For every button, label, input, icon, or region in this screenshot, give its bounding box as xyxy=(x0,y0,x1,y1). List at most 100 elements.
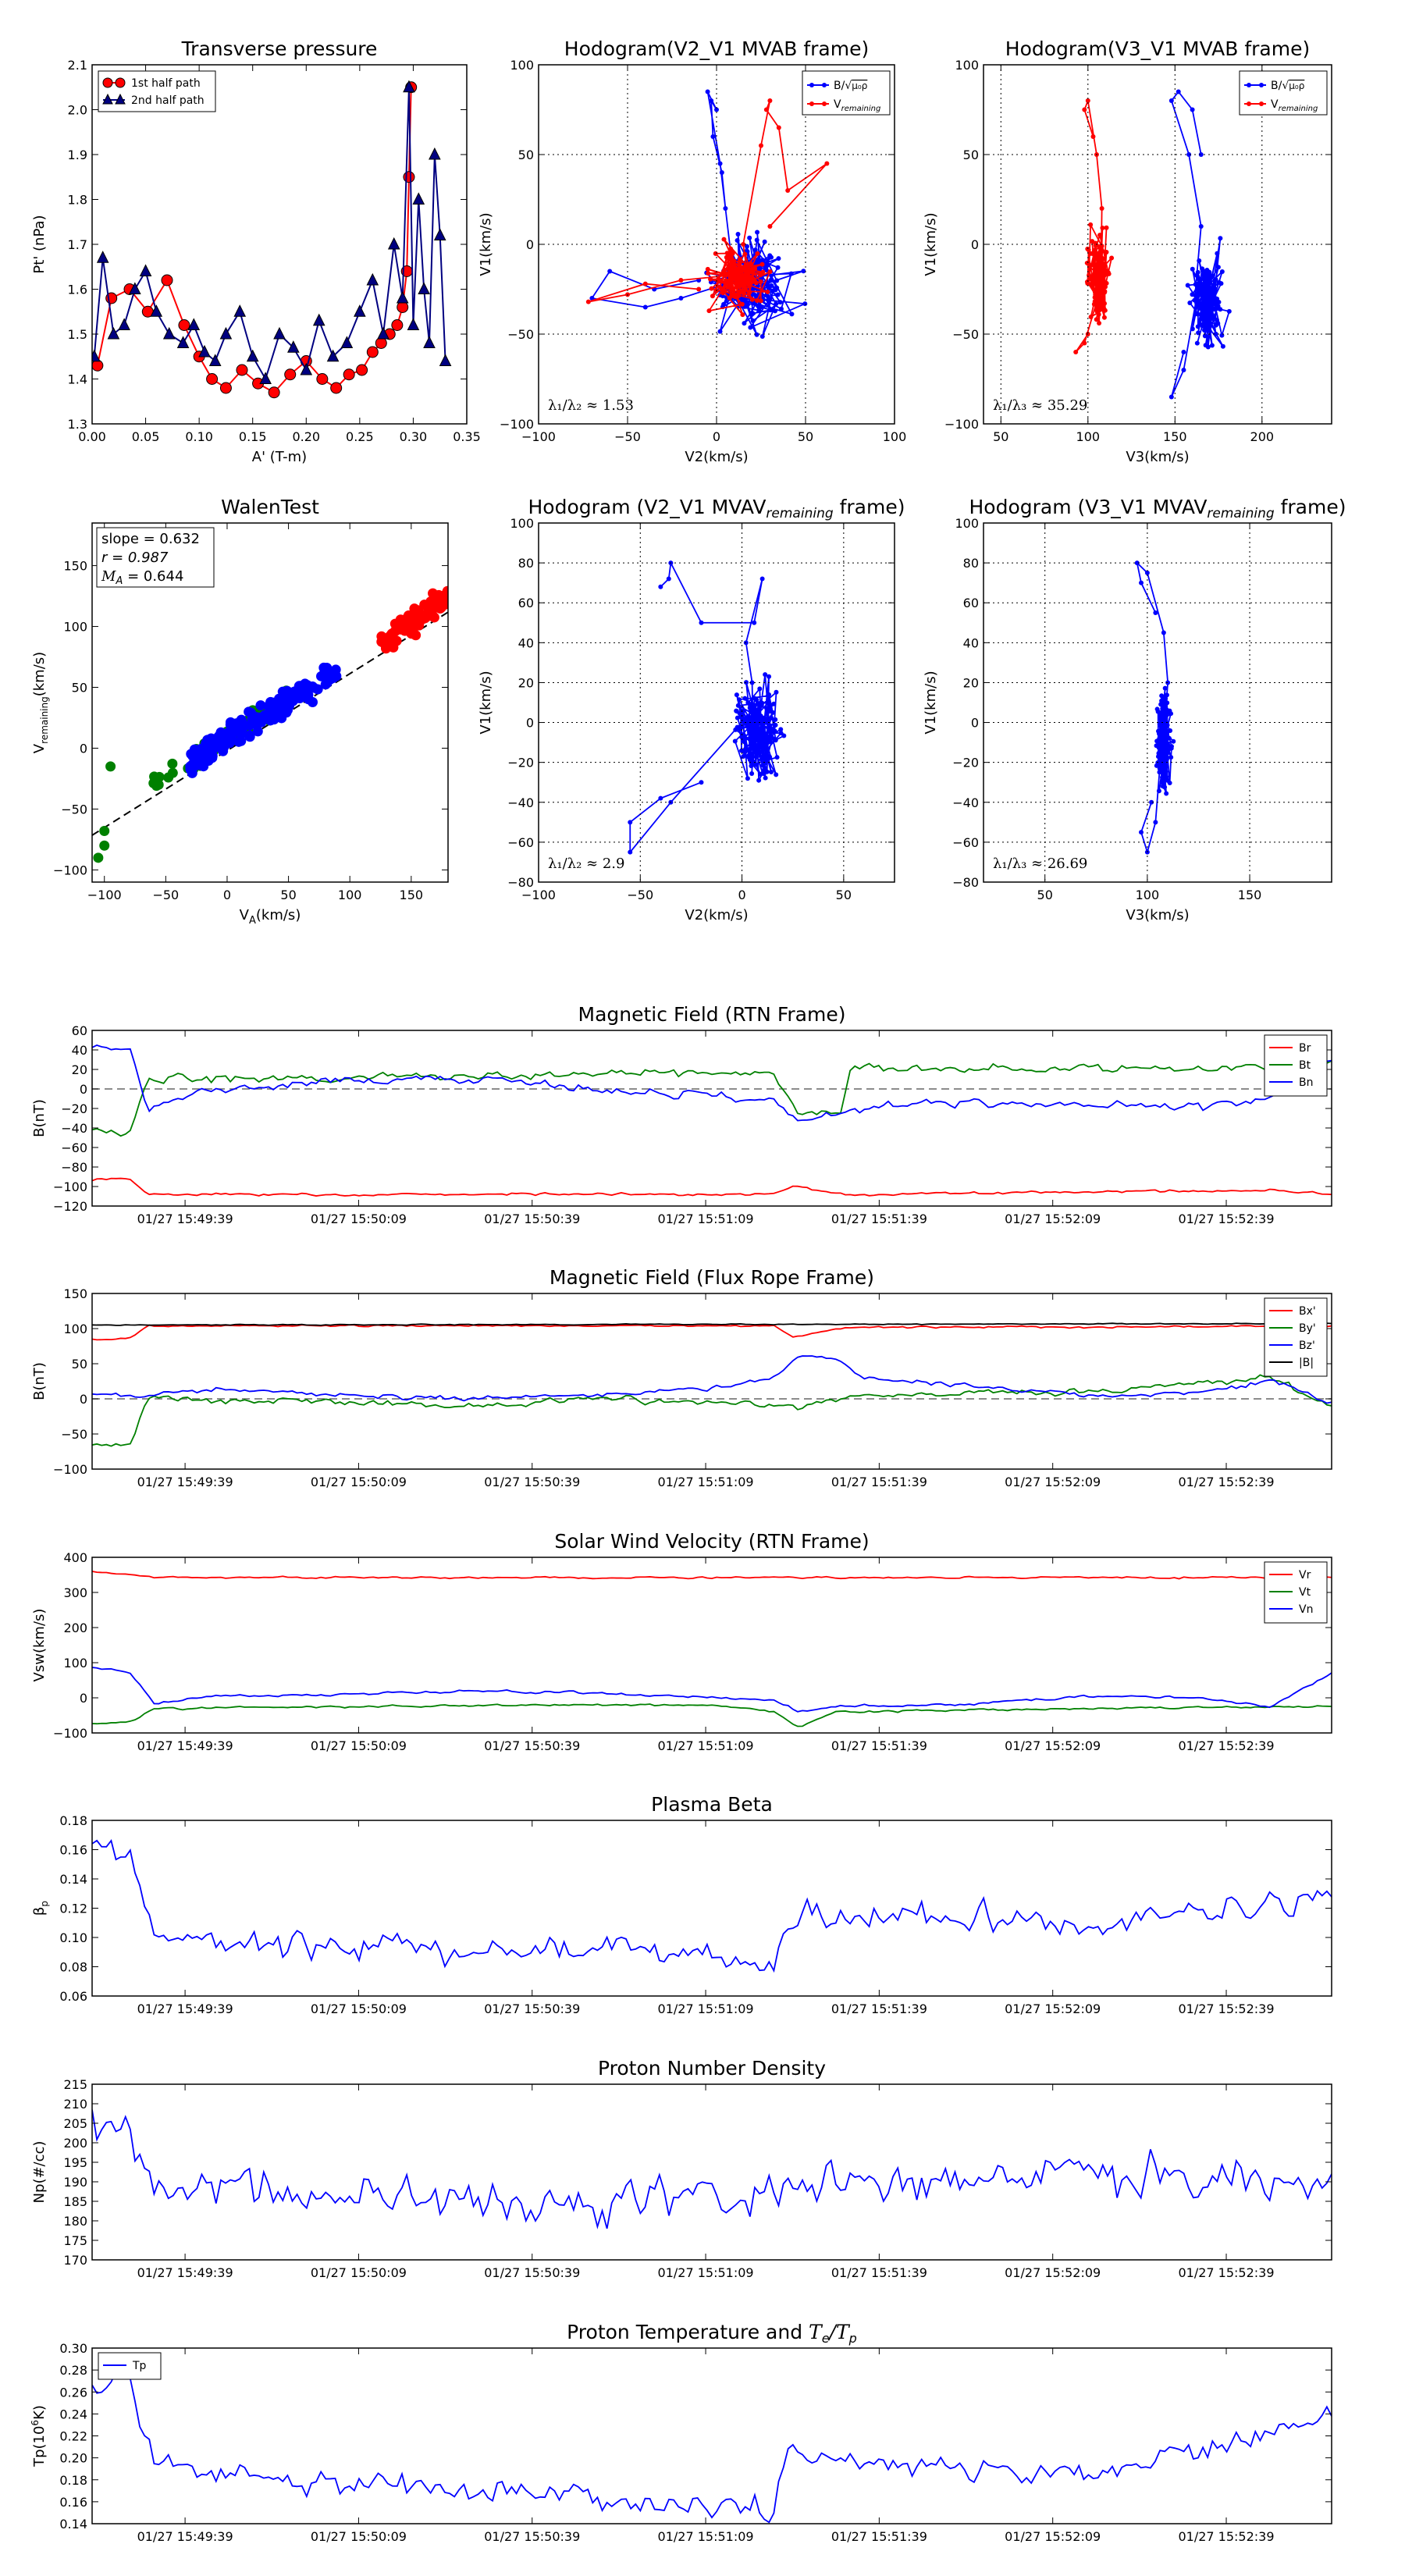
hodogram-point xyxy=(1167,780,1172,785)
y-axis-label: B(nT) xyxy=(31,1362,48,1400)
y-axis-label: V1(km/s) xyxy=(478,212,494,276)
y-tick-label: 1.3 xyxy=(68,417,87,432)
hodogram-point xyxy=(1206,272,1211,277)
timeseries-line-0 xyxy=(92,1571,1332,1580)
y-tick-label: 0.14 xyxy=(59,1872,87,1887)
hodogram-point xyxy=(1203,269,1208,274)
hodogram-point xyxy=(749,771,755,777)
stats-ma-val: = 0.644 xyxy=(123,568,183,585)
timeseries-line-1 xyxy=(92,1060,1332,1137)
walen-point xyxy=(99,840,110,851)
hodogram-point xyxy=(757,308,763,314)
y-tick-label: −50 xyxy=(61,1427,87,1442)
y-tick-label: 0.16 xyxy=(59,2495,87,2510)
y-axis-label: Np(#/cc) xyxy=(31,2141,48,2204)
hodogram-point xyxy=(1157,751,1162,756)
chart-title: Plasma Beta xyxy=(651,1793,773,1816)
walen-point xyxy=(302,680,313,691)
hodogram-point xyxy=(1149,799,1154,805)
legend-label: Vr xyxy=(1299,1569,1311,1582)
hodogram-point xyxy=(1088,222,1094,227)
hodogram-point xyxy=(1190,107,1195,112)
legend-b-sqrt-sign: √ xyxy=(1282,80,1289,92)
chart-title: WalenTest xyxy=(221,496,319,518)
hodogram-point xyxy=(774,301,779,307)
title-sub: remaining xyxy=(766,506,833,521)
x-tick-label: 01/27 15:50:09 xyxy=(311,2265,407,2280)
hodogram-point xyxy=(709,98,714,103)
hodogram-point xyxy=(678,296,684,301)
data-point xyxy=(150,304,163,317)
walen-point xyxy=(163,772,174,783)
hodogram-point xyxy=(767,253,773,258)
hodogram-point xyxy=(767,755,773,760)
hodogram-point xyxy=(1215,304,1221,309)
hodogram-point xyxy=(1161,724,1167,729)
x-axis-label: V3(km/s) xyxy=(1126,449,1189,465)
y-tick-label: 40 xyxy=(518,635,534,650)
y-tick-label: 2.0 xyxy=(68,103,87,118)
data-point xyxy=(208,354,222,366)
y-tick-label: −100 xyxy=(53,1726,87,1741)
walen-point xyxy=(188,748,199,759)
y-tick-label: 50 xyxy=(518,148,534,162)
chart-title: Solar Wind Velocity (RTN Frame) xyxy=(554,1530,869,1553)
timeseries-line-3 xyxy=(92,1322,1332,1326)
hodogram-point xyxy=(1208,313,1213,318)
legend-label: Vt xyxy=(1299,1586,1311,1599)
stats-box xyxy=(96,527,215,588)
hodogram-point xyxy=(1101,315,1107,320)
y-tick-label: −100 xyxy=(500,417,534,432)
walen-point xyxy=(105,761,116,772)
hodogram-point xyxy=(729,293,735,298)
hodogram-point xyxy=(733,727,738,732)
plot-frame xyxy=(91,1293,1332,1470)
hodogram-point xyxy=(739,301,745,307)
hodogram-point xyxy=(745,776,750,781)
plot-area xyxy=(92,1839,1332,1973)
legend-label-v: Vremaining xyxy=(1271,98,1318,113)
timeseries-line-0 xyxy=(92,1177,1332,1197)
hodogram-point xyxy=(1165,700,1170,706)
x-tick-label: 01/27 15:51:09 xyxy=(658,1475,754,1489)
x-tick-label: 01/27 15:51:39 xyxy=(831,2529,927,2544)
legend-box xyxy=(1239,70,1328,116)
stats-ma-m: M xyxy=(101,568,116,585)
data-point xyxy=(219,326,233,340)
y-label-text: V xyxy=(31,743,48,753)
x-tick-label: 01/27 15:52:39 xyxy=(1178,2001,1274,2016)
x-label-unit: (km/s) xyxy=(256,907,301,923)
hodogram-point xyxy=(1168,755,1174,760)
hodogram-point xyxy=(748,275,753,280)
hodogram-point xyxy=(765,289,770,294)
hodogram-point xyxy=(706,308,712,314)
hodogram-point xyxy=(720,290,726,296)
hodogram-point xyxy=(1099,272,1104,278)
hodogram-point xyxy=(717,329,723,334)
hodogram-point xyxy=(773,722,778,728)
hodogram-point xyxy=(758,298,763,304)
hodogram-point xyxy=(1213,331,1218,336)
hodogram-point xyxy=(785,188,791,193)
hodogram-point xyxy=(789,311,795,317)
x-tick-label: 150 xyxy=(1238,888,1262,902)
hodogram-point xyxy=(728,246,734,251)
data-point xyxy=(161,274,173,286)
y-label-sub: remaining xyxy=(39,696,50,744)
stats-r: r = 0.987 xyxy=(101,550,169,566)
x-tick-label: −100 xyxy=(521,888,556,902)
hodogram-point xyxy=(735,715,740,720)
y-tick-label: 80 xyxy=(963,556,979,571)
hodogram-point xyxy=(774,285,780,290)
walen-point xyxy=(406,620,417,631)
hodogram-point xyxy=(628,849,633,855)
y-tick-label: −50 xyxy=(507,327,534,342)
hodogram-point xyxy=(763,268,769,273)
y-tick-label: 1.5 xyxy=(68,327,87,342)
hodogram-point xyxy=(762,761,767,767)
hodogram-point xyxy=(1206,276,1211,281)
x-axis-label: A' (T-m) xyxy=(252,449,307,465)
y-tick-label: −100 xyxy=(53,1462,87,1477)
hodogram-point xyxy=(730,250,735,255)
walen-point xyxy=(255,700,266,711)
